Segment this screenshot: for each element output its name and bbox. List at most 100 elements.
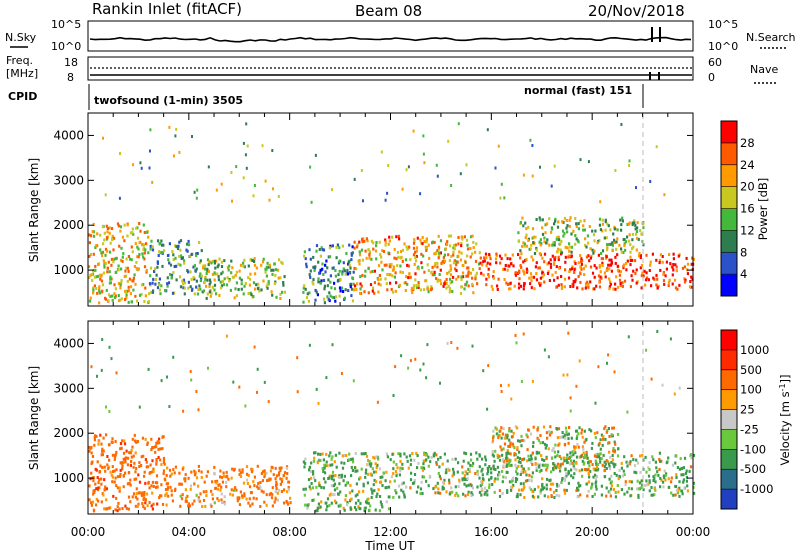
velocity-echo-cell-312 [198,499,201,503]
power-echo-cell-190 [135,226,138,230]
power-echo-cell-189 [130,258,133,262]
power-echo-cell-1215 [640,286,643,290]
power-echo-cell-1092 [616,253,619,257]
velocity-echo-cell-1754 [400,354,403,358]
velocity-echo-cell-1518 [548,433,551,437]
power-echo-cell-309 [172,258,175,262]
velocity-echo-cell-819 [587,489,590,493]
power-echo-cell-1666 [447,139,450,143]
power-echo-cell-1513 [583,228,586,232]
power-echo-cell-1088 [672,263,675,266]
power-echo-cell-361 [200,274,203,278]
power-echo-cell-1347 [532,258,535,262]
velocity-echo-cell-837 [546,477,549,481]
power-echo-cell-1264 [598,285,602,289]
velocity-echo-cell-1329 [595,455,598,459]
velocity-echo-cell-1650 [527,428,530,432]
velocity-echo-cell-1394 [674,493,677,497]
power-echo-cell-1003 [439,278,442,282]
velocity-echo-cell-982 [465,484,468,488]
power-echo-cell-941 [353,240,356,244]
velocity-echo-cell-764 [349,506,352,510]
velocity-echo-cell-382 [211,493,214,497]
power-echo-cell-378 [257,282,260,286]
velocity-echo-cell-61 [144,437,147,441]
power-echo-cell-1090 [549,265,553,269]
power-echo-cell-303 [186,242,189,246]
velocity-echo-cell-1287 [491,483,494,486]
velocity-echo-cell-1192 [640,479,643,483]
velocity-echo-cell-111 [148,501,151,504]
velocity-echo-cell-1225 [594,484,598,488]
velocity-echo-cell-751 [318,481,321,485]
power-echo-cell-1702 [531,144,534,147]
power-echo-cell-485 [223,259,226,263]
velocity-echo-cell-566 [309,470,313,474]
power-echo-cell-391 [244,282,247,285]
velocity-echo-cell-721 [362,452,365,456]
power-echo-cell-365 [152,289,155,293]
velocity-echo-cell-1344 [614,495,617,499]
velocity-echo-cell-621 [360,467,363,471]
velocity-echo-cell-356 [231,467,234,471]
power-echo-cell-10 [92,286,95,290]
velocity-echo-cell-1300 [391,452,394,456]
power-echo-cell-1250 [621,284,624,288]
power-echo-cell-1303 [576,286,579,290]
velocity-echo-cell-1252 [636,479,639,483]
power-echo-cell-424 [249,258,252,262]
power-echo-cell-631 [342,261,345,265]
velocity-echo-cell-1022 [541,483,544,486]
power-echo-cell-122 [107,260,110,264]
velocity-echo-cell-241 [122,457,125,461]
velocity-echo-cell-444 [239,475,243,478]
velocity-echo-cell-505 [268,493,271,497]
power-echo-cell-992 [404,289,407,292]
power-echo-cell-803 [393,256,396,260]
power-echo-cell-946 [449,244,452,248]
power-echo-cell-1681 [500,182,503,186]
velocity-echo-cell-907 [681,492,684,496]
power-echo-cell-1104 [614,255,617,259]
velocity-echo-cell-1060 [608,467,612,471]
power-echo-cell-772 [409,275,412,279]
velocity-echo-cell-1448 [573,447,576,451]
power-echo-cell-1069 [485,256,488,260]
power-echo-cell-1684 [119,152,121,155]
power-echo-cell-689 [427,243,430,247]
velocity-echo-cell-190 [134,440,138,444]
power-echo-cell-94 [92,269,95,273]
velocity-echo-cell-644 [302,460,305,464]
velocity-echo-cell-1667 [575,468,578,472]
power-echo-cell-217 [113,257,116,261]
power-echo-cell-477 [243,265,246,269]
velocity-echo-cell-1222 [651,455,654,459]
power-echo-cell-345 [158,283,161,287]
power-echo-cell-0 [91,278,94,282]
power-echo-cell-497 [280,260,283,264]
power-echo-cell-1723 [401,187,404,191]
power-echo-cell-769 [448,259,451,263]
velocity-echo-cell-554 [322,477,326,481]
power-echo-cell-1458 [634,223,637,227]
velocity-echo-cell-1169 [572,459,575,463]
power-echo-cell-261 [156,260,159,264]
power-echo-cell-928 [424,279,427,283]
velocity-x-tick-marks [87,321,694,514]
power-echo-cell-502 [202,264,205,268]
nave-tick-low: 0 [708,71,715,84]
power-echo-cell-1719 [628,164,631,167]
power-echo-cell-1380 [574,280,577,284]
power-echo-cell-1453 [543,240,546,244]
velocity-echo-cell-667 [332,484,336,488]
velocity-echo-cell-1242 [509,486,512,490]
power-echo-cell-1577 [606,222,609,226]
velocity-echo-cell-633 [374,462,377,466]
power-echo-cell-1480 [568,224,571,228]
power-echo-cell-420 [209,294,212,298]
power-echo-cell-1158 [686,272,689,276]
velocity-echo-cell-297 [211,497,214,501]
velocity-echo-cell-333 [271,486,274,490]
velocity-echo-cell-1188 [672,493,675,497]
velocity-echo-cell-1031 [555,466,558,470]
